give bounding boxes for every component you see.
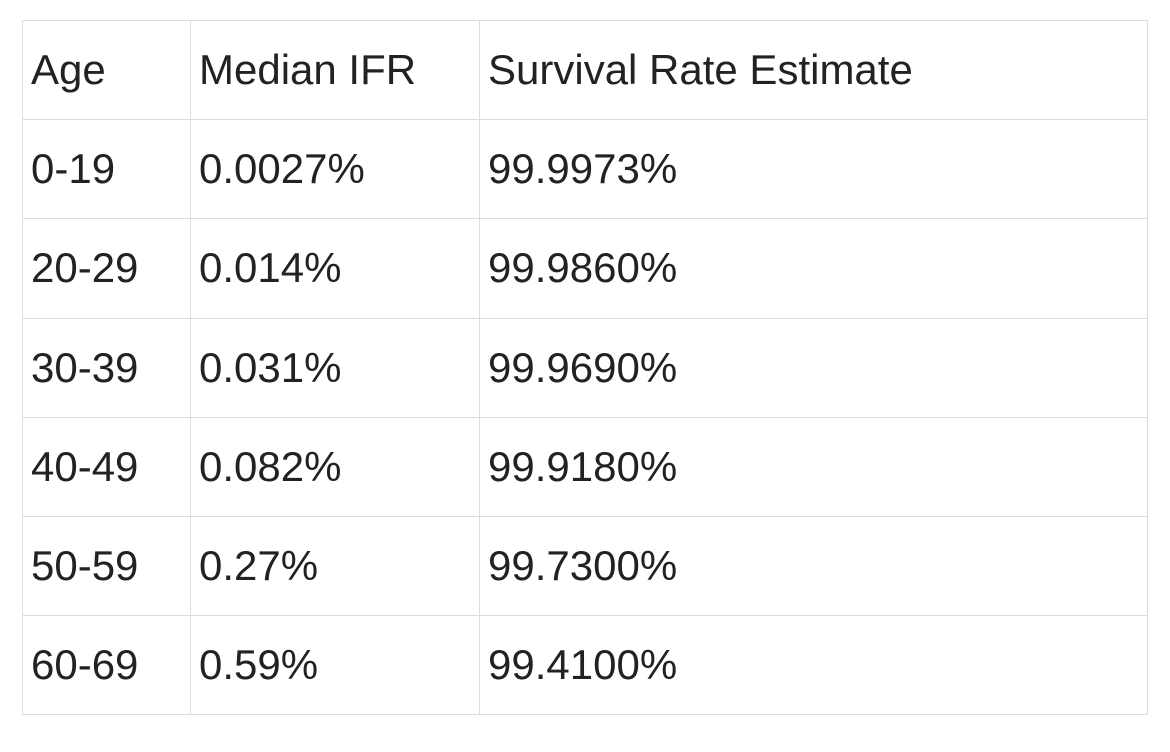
cell-ifr: 0.27% bbox=[191, 516, 480, 615]
cell-age: 30-39 bbox=[23, 318, 191, 417]
cell-ifr: 0.082% bbox=[191, 417, 480, 516]
column-header-age: Age bbox=[23, 21, 191, 120]
cell-survival: 99.9180% bbox=[480, 417, 1148, 516]
table-row: 20-29 0.014% 99.9860% bbox=[23, 219, 1148, 318]
table-row: 0-19 0.0027% 99.9973% bbox=[23, 120, 1148, 219]
cell-age: 60-69 bbox=[23, 616, 191, 715]
cell-age: 20-29 bbox=[23, 219, 191, 318]
cell-age: 50-59 bbox=[23, 516, 191, 615]
cell-survival: 99.9860% bbox=[480, 219, 1148, 318]
cell-age: 40-49 bbox=[23, 417, 191, 516]
column-header-ifr: Median IFR bbox=[191, 21, 480, 120]
cell-ifr: 0.59% bbox=[191, 616, 480, 715]
table-row: 30-39 0.031% 99.9690% bbox=[23, 318, 1148, 417]
cell-survival: 99.9690% bbox=[480, 318, 1148, 417]
table-row: 60-69 0.59% 99.4100% bbox=[23, 616, 1148, 715]
column-header-survival: Survival Rate Estimate bbox=[480, 21, 1148, 120]
cell-survival: 99.7300% bbox=[480, 516, 1148, 615]
cell-ifr: 0.014% bbox=[191, 219, 480, 318]
ifr-table: Age Median IFR Survival Rate Estimate 0-… bbox=[22, 20, 1148, 715]
cell-survival: 99.4100% bbox=[480, 616, 1148, 715]
table-row: 40-49 0.082% 99.9180% bbox=[23, 417, 1148, 516]
cell-survival: 99.9973% bbox=[480, 120, 1148, 219]
table-row: 50-59 0.27% 99.7300% bbox=[23, 516, 1148, 615]
cell-ifr: 0.031% bbox=[191, 318, 480, 417]
table-header-row: Age Median IFR Survival Rate Estimate bbox=[23, 21, 1148, 120]
cell-ifr: 0.0027% bbox=[191, 120, 480, 219]
cell-age: 0-19 bbox=[23, 120, 191, 219]
